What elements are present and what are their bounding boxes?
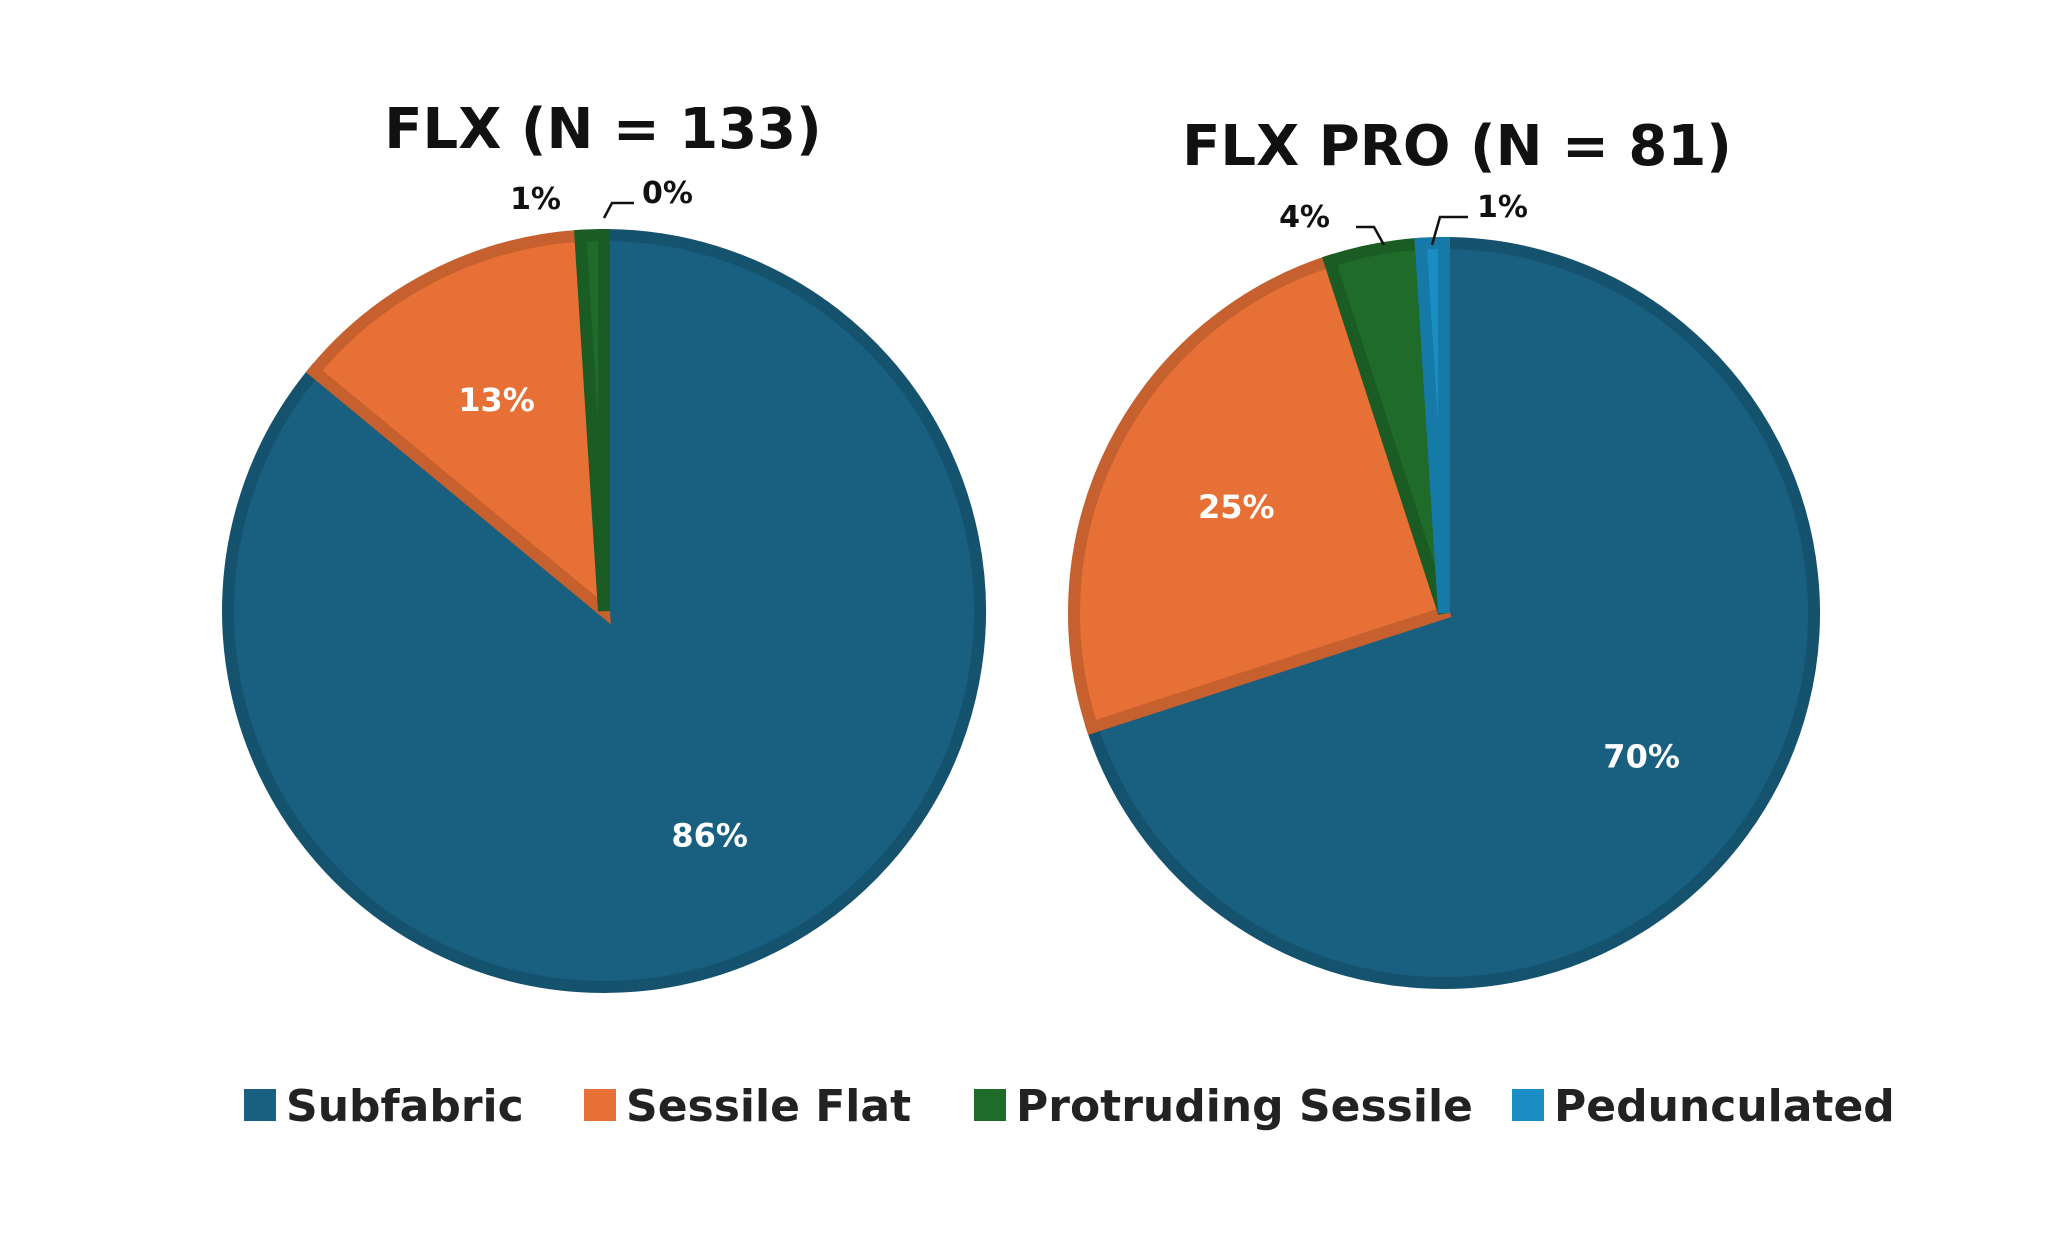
legend-swatch-protruding-sessile [974,1089,1006,1121]
legend-label-sessile-flat: Sessile Flat [626,1081,911,1132]
data-label-subfabric: 86% [671,817,748,855]
legend-swatch-sessile-flat [584,1089,616,1121]
legend-swatch-pedunculated [1512,1089,1544,1121]
legend-label-subfabric: Subfabric [286,1081,524,1132]
data-label-subfabric: 70% [1603,738,1680,776]
leader-line-protruding-sessile [1356,225,1386,246]
legend-label-protruding-sessile: Protruding Sessile [1016,1081,1473,1132]
leader-line-pedunculated [602,201,634,219]
leader-line-pedunculated [1430,215,1468,246]
data-label-pedunculated: 1% [1477,190,1528,225]
pie-chart-flx: 86% 13% 1% 0% [222,176,986,993]
chart-title-flx-pro: FLX PRO (N = 81) [1182,114,1732,179]
data-label-protruding-sessile: 1% [510,182,561,217]
data-label-protruding-sessile: 4% [1279,200,1330,235]
pie-slice-subfabric [1084,236,1820,989]
pie-chart-flx-pro: 70% 25% 4% 1% [1068,190,1820,989]
legend-label-pedunculated: Pedunculated [1554,1081,1895,1132]
data-label-pedunculated: 0% [642,176,693,211]
data-label-sessile-flat: 13% [458,381,535,419]
legend: Subfabric Sessile Flat Protruding Sessile P… [244,1081,1895,1132]
chart-title-flx: FLX (N = 133) [384,97,821,162]
legend-swatch-subfabric [244,1089,276,1121]
pie-slice-sessile-flat [305,229,611,625]
data-label-sessile-flat: 25% [1198,488,1275,526]
pie-slice-sessile-flat [1068,253,1452,735]
pie-slice-protruding-sessile [574,228,610,612]
